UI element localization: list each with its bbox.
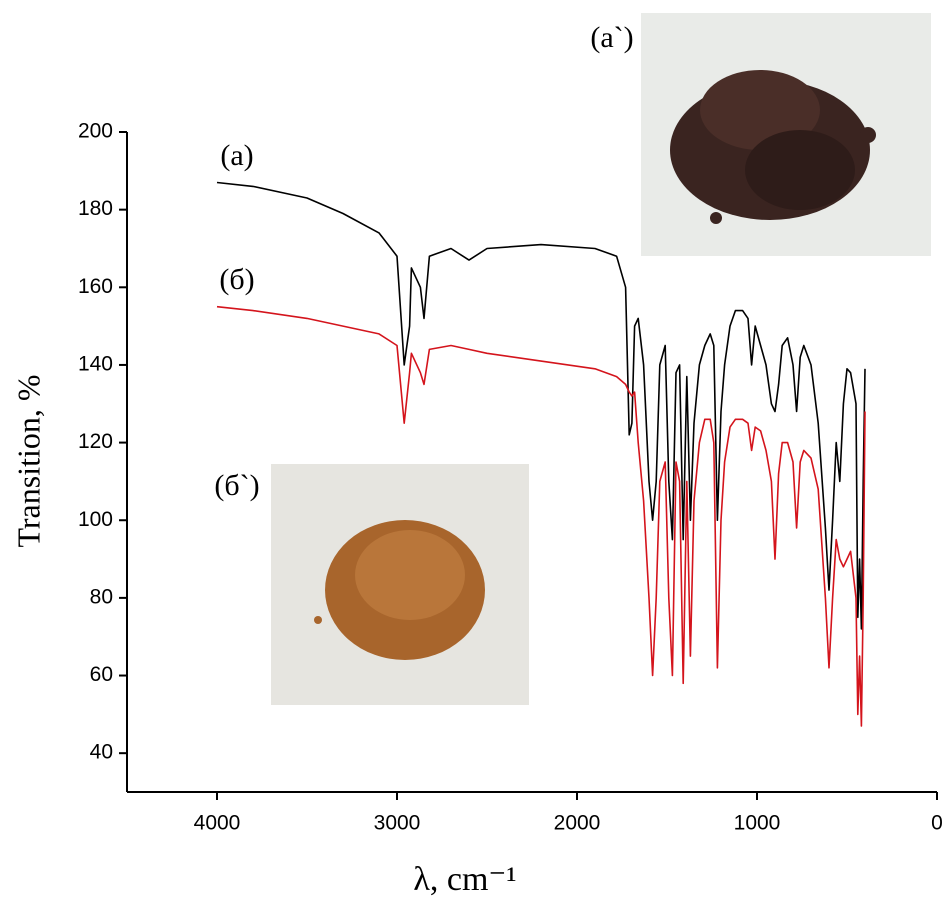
y-tick-label: 40	[90, 741, 113, 764]
annotation: (б`)	[214, 469, 259, 502]
x-tick-label: 2000	[554, 812, 601, 835]
spectrum-line	[216, 181, 866, 630]
y-tick-label: 60	[90, 663, 113, 686]
y-tick-label: 180	[78, 197, 113, 220]
y-axis-title: Transition, %	[10, 374, 46, 547]
annotation: (б)	[219, 263, 254, 296]
x-tick-label: 1000	[734, 812, 781, 835]
annotation: (a)	[220, 139, 253, 172]
x-tick-label: 3000	[374, 812, 421, 835]
y-tick-label: 80	[90, 585, 113, 608]
spectrum-line	[216, 305, 866, 727]
annotation: (a`)	[590, 21, 633, 54]
photo-dark-powder	[641, 13, 931, 256]
y-tick-label: 160	[78, 275, 113, 298]
photo-brown-powder	[271, 464, 529, 705]
y-tick-label: 120	[78, 430, 113, 453]
x-tick-label: 4000	[194, 812, 241, 835]
y-tick-label: 140	[78, 352, 113, 375]
x-tick-label: 0	[931, 812, 943, 835]
x-axis-title: λ, cm⁻¹	[413, 861, 516, 898]
y-tick-label: 100	[78, 508, 113, 531]
y-tick-label: 200	[78, 120, 113, 143]
